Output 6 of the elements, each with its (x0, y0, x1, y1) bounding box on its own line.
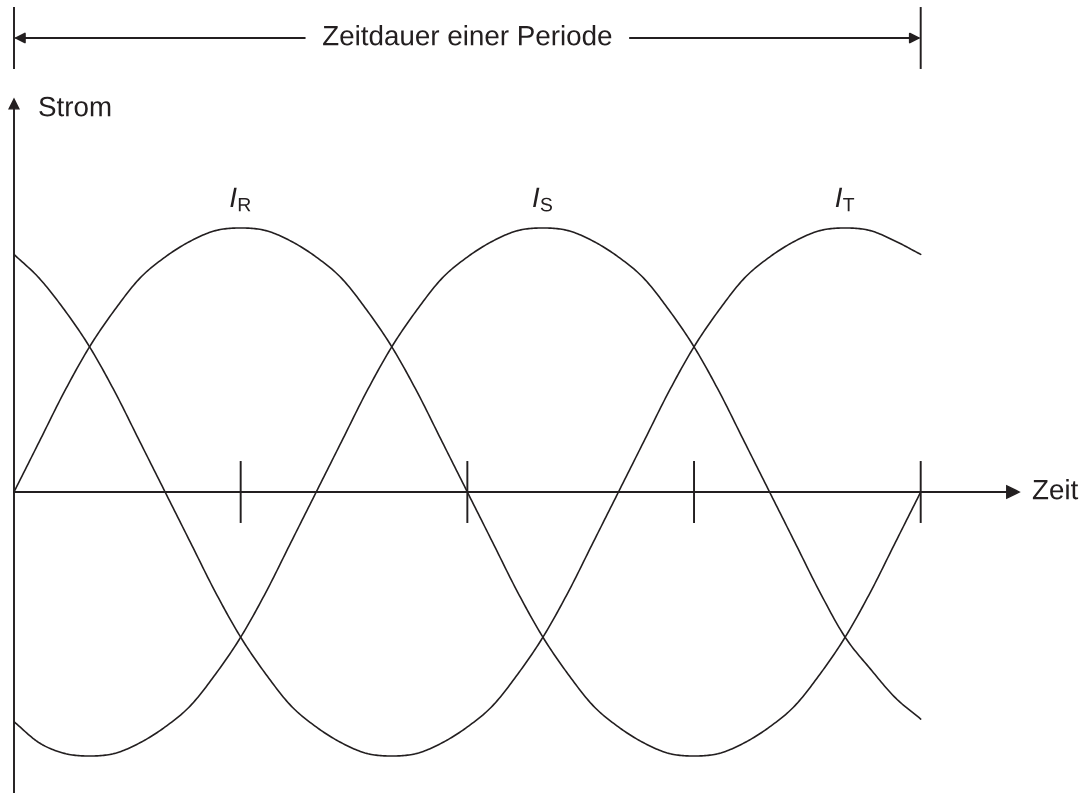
series-label: I$_{T}$ (835, 187, 855, 212)
y-axis-title: Strom (39, 96, 111, 117)
text: Zeitdauer einer Periode (323, 25, 612, 46)
series-label: I$_{S}$ (533, 187, 552, 212)
series-label: I$_{R}$ (230, 187, 251, 212)
x-axis-title: Zeit (1032, 479, 1079, 500)
